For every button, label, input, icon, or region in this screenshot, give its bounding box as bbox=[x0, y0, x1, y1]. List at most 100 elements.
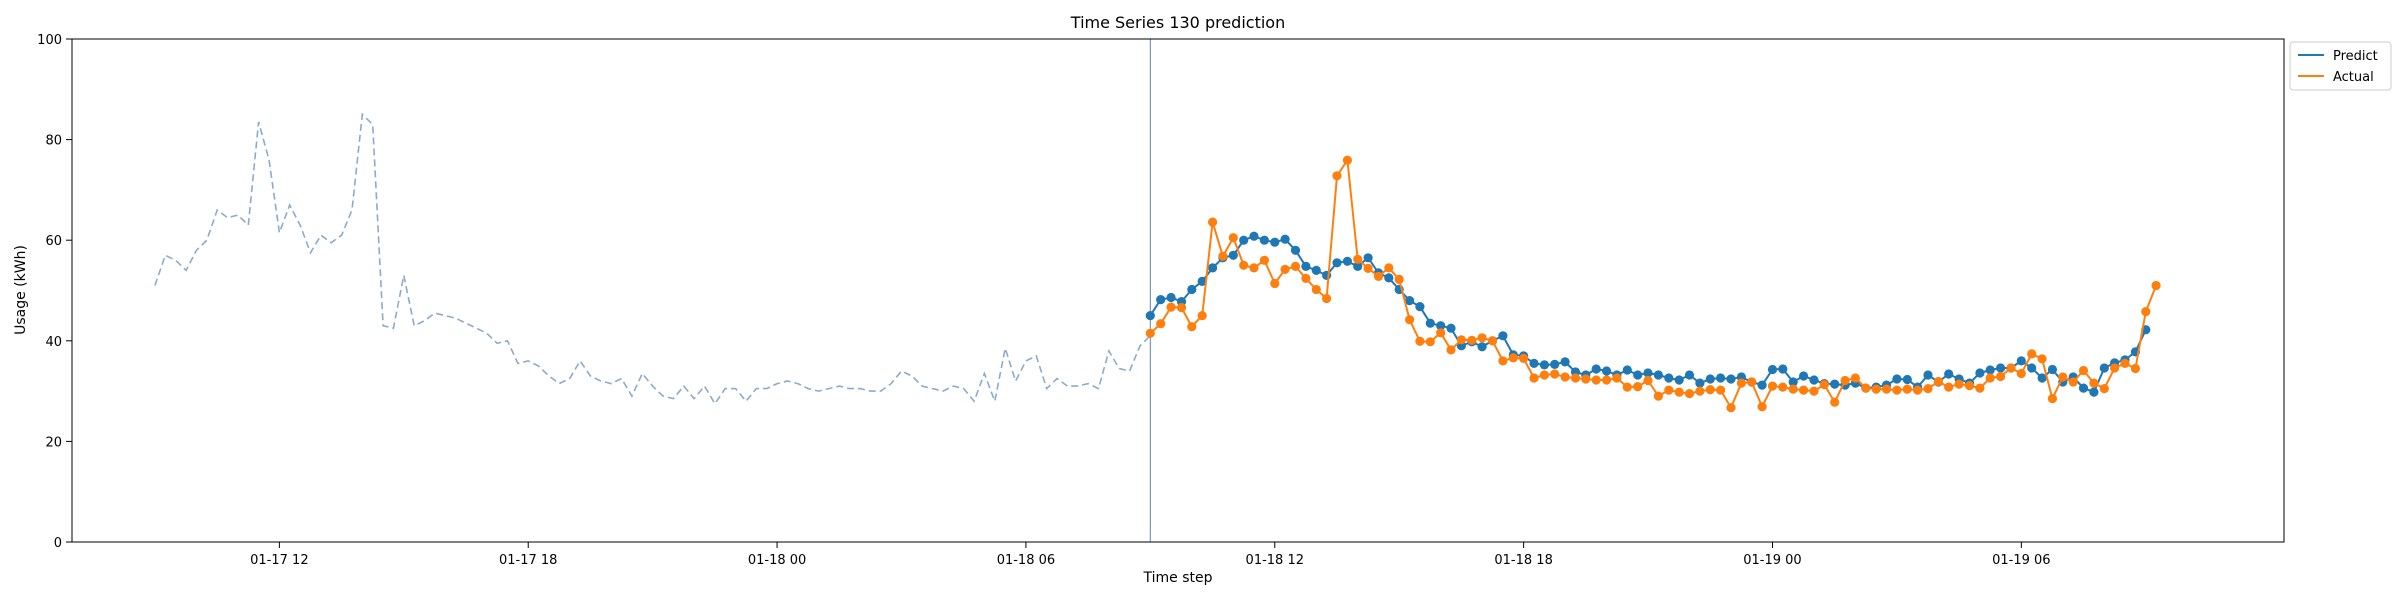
actual-point bbox=[1145, 328, 1155, 338]
actual-point bbox=[1840, 375, 1850, 386]
predict-point bbox=[1653, 370, 1663, 380]
plot-frame bbox=[71, 38, 2285, 543]
actual-point bbox=[1964, 381, 1975, 391]
predict-point bbox=[1674, 375, 1684, 385]
actual-point bbox=[1394, 274, 1404, 284]
actual-point bbox=[1405, 315, 1415, 325]
predict-point bbox=[1892, 374, 1902, 384]
actual-point bbox=[2110, 363, 2120, 373]
predict-point bbox=[1446, 323, 1456, 333]
actual-point bbox=[1944, 382, 1954, 392]
actual-point bbox=[1954, 379, 1964, 389]
predict-point bbox=[1944, 369, 1954, 379]
actual-point bbox=[1881, 384, 1892, 394]
actual-point bbox=[1498, 356, 1508, 366]
actual-point bbox=[2016, 368, 2026, 379]
actual-point bbox=[2130, 363, 2140, 374]
actual-point bbox=[1519, 353, 1529, 363]
actual-point bbox=[1156, 319, 1166, 329]
y-tick-label: 0 bbox=[54, 536, 62, 551]
predict-point bbox=[1270, 237, 1280, 247]
chart-legend: Predict Actual bbox=[2289, 41, 2392, 91]
predict-point bbox=[1684, 370, 1695, 380]
actual-point bbox=[1311, 284, 1321, 295]
predict-point bbox=[1280, 234, 1290, 244]
actual-point bbox=[1353, 254, 1363, 264]
actual-point bbox=[2078, 365, 2089, 376]
predict-point bbox=[1384, 273, 1394, 283]
predict-point bbox=[1425, 318, 1435, 328]
predict-point bbox=[1156, 295, 1166, 305]
actual-point bbox=[1736, 378, 1746, 388]
actual-point bbox=[1850, 373, 1860, 383]
predict-point bbox=[1353, 261, 1363, 271]
actual-point bbox=[1176, 303, 1187, 313]
actual-point bbox=[1643, 375, 1653, 386]
predict-point bbox=[1166, 292, 1176, 303]
predict-point bbox=[1290, 245, 1301, 255]
actual-point bbox=[1913, 385, 1923, 395]
y-axis-label: Usage (kWh) bbox=[13, 245, 29, 335]
actual-point bbox=[1695, 386, 1705, 396]
predict-point bbox=[2089, 387, 2099, 397]
actual-point bbox=[1705, 385, 1715, 395]
predict-point bbox=[1996, 363, 2006, 373]
actual-point bbox=[2068, 377, 2078, 387]
chart-title: Time Series 130 prediction bbox=[1070, 13, 1285, 32]
predict-point bbox=[2016, 356, 2026, 366]
actual-point bbox=[1539, 370, 1549, 380]
actual-point bbox=[1653, 391, 1663, 401]
x-tick-label: 01-18 06 bbox=[997, 553, 1055, 568]
predict-point bbox=[1705, 374, 1715, 384]
actual-point bbox=[1985, 373, 1995, 383]
predict-point bbox=[1301, 261, 1311, 271]
actual-point bbox=[2099, 384, 2109, 394]
actual-point bbox=[1529, 373, 1539, 383]
actual-point bbox=[1487, 336, 1498, 346]
actual-point bbox=[1892, 385, 1902, 395]
actual-point bbox=[1208, 217, 1218, 227]
actual-point bbox=[2037, 354, 2047, 364]
actual-point bbox=[1622, 382, 1632, 392]
history-line bbox=[154, 112, 1151, 406]
predict-point bbox=[1228, 250, 1238, 260]
actual-point bbox=[1830, 397, 1840, 407]
actual-point bbox=[1674, 387, 1684, 397]
y-tick-label: 80 bbox=[45, 134, 62, 149]
x-tick-label: 01-18 00 bbox=[748, 553, 806, 568]
actual-point bbox=[1166, 302, 1176, 312]
actual-point bbox=[1477, 333, 1487, 343]
predict-point bbox=[2027, 363, 2037, 373]
actual-point bbox=[1373, 271, 1384, 281]
actual-point bbox=[1218, 251, 1228, 261]
predict-point bbox=[1985, 365, 1995, 375]
predict-point bbox=[2099, 363, 2109, 373]
actual-point bbox=[1923, 384, 1933, 394]
actual-point bbox=[1788, 384, 1798, 394]
predict-point bbox=[1591, 364, 1601, 374]
actual-point bbox=[1239, 260, 1249, 270]
actual-point bbox=[1560, 372, 1570, 382]
actual-point bbox=[1809, 386, 1819, 396]
actual-point bbox=[1467, 335, 1477, 345]
y-tick-label: 60 bbox=[45, 234, 62, 249]
actual-point bbox=[1332, 171, 1342, 181]
actual-point bbox=[1716, 385, 1726, 395]
actual-point bbox=[2047, 394, 2057, 404]
actual-point bbox=[1757, 402, 1767, 412]
predict-point bbox=[1778, 364, 1788, 374]
predict-point bbox=[1602, 366, 1612, 376]
actual-point bbox=[1436, 328, 1446, 338]
actual-point bbox=[1684, 389, 1695, 399]
predict-point bbox=[2078, 383, 2089, 393]
actual-point bbox=[1550, 369, 1560, 379]
y-tick-label: 100 bbox=[37, 33, 62, 48]
actual-point bbox=[2027, 349, 2037, 359]
predict-point bbox=[2037, 373, 2047, 383]
actual-point bbox=[1508, 353, 1518, 363]
predict-point bbox=[1633, 370, 1643, 380]
predict-point bbox=[1197, 276, 1207, 286]
actual-point bbox=[1249, 263, 1259, 273]
